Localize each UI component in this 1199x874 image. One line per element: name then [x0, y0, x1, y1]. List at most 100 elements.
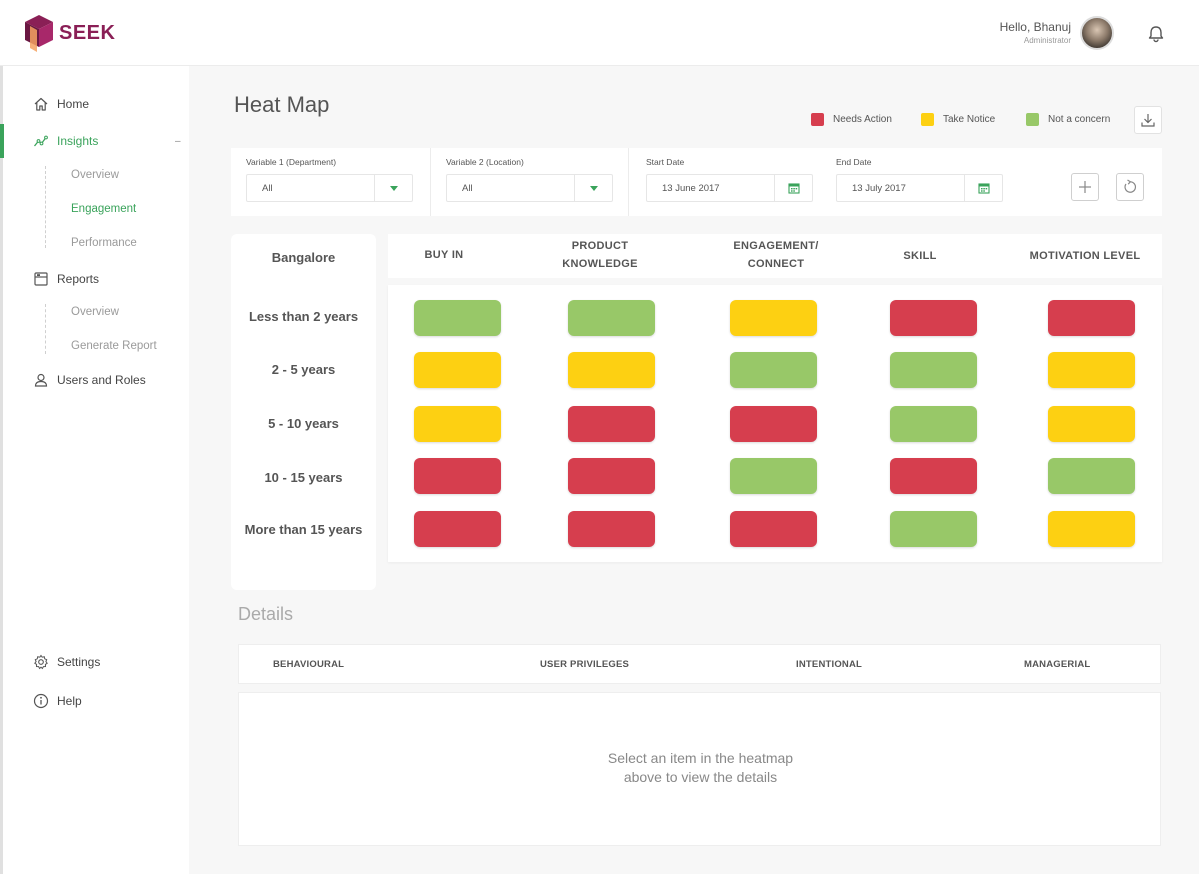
heatmap-cell-green[interactable] — [568, 300, 655, 336]
details-tabs: BEHAVIOURAL USER PRIVILEGES INTENTIONAL … — [238, 644, 1161, 684]
row-label: 2 - 5 years — [271, 362, 336, 377]
heatmap-cell-yellow[interactable] — [414, 352, 501, 388]
info-icon — [33, 693, 49, 709]
insights-icon — [33, 135, 48, 147]
sidebar-subitem-engagement[interactable]: Engagement — [71, 203, 137, 215]
column-header-skill: SKILL — [860, 247, 980, 265]
legend-swatch — [811, 113, 824, 126]
variable1-select[interactable]: All — [246, 174, 413, 202]
sidebar-item-reports[interactable]: Reports — [33, 271, 99, 287]
heatmap-cell-yellow[interactable] — [568, 352, 655, 388]
sidebar-item-users-roles[interactable]: Users and Roles — [33, 372, 146, 388]
sidebar-item-label: Insights — [57, 134, 99, 148]
variable2-select[interactable]: All — [446, 174, 613, 202]
heatmap-cell-red[interactable] — [890, 300, 977, 336]
heatmap-cell-red[interactable] — [568, 511, 655, 547]
heatmap-cell-yellow[interactable] — [1048, 352, 1135, 388]
legend-not-a-concern: Not a concern — [1026, 113, 1110, 126]
variable1-label: Variable 1 (Department) — [246, 157, 337, 167]
variable2-label: Variable 2 (Location) — [446, 157, 524, 167]
sidebar-item-insights[interactable]: Insights — [33, 133, 98, 149]
sidebar-item-label: Settings — [57, 655, 101, 669]
heatmap-cell-yellow[interactable] — [1048, 511, 1135, 547]
avatar[interactable] — [1080, 16, 1114, 50]
heatmap-cell-green[interactable] — [890, 511, 977, 547]
heatmap-cell-red[interactable] — [414, 458, 501, 494]
user-info[interactable]: Hello, Bhanuj Administrator — [1000, 20, 1071, 45]
start-date-input[interactable]: 13 June 2017 — [646, 174, 813, 202]
sidebar-item-settings[interactable]: Settings — [33, 654, 100, 670]
calendar-icon — [977, 183, 990, 194]
end-date-input[interactable]: 13 July 2017 — [836, 174, 1003, 202]
filter-bar: Variable 1 (Department) All Variable 2 (… — [231, 148, 1162, 216]
heatmap-cell-green[interactable] — [730, 458, 817, 494]
heatmap-cell-yellow[interactable] — [1048, 406, 1135, 442]
column-header-text: BUY IN — [424, 249, 464, 261]
reports-icon — [34, 272, 48, 286]
heatmap-cell-yellow[interactable] — [730, 300, 817, 336]
row-label: 5 - 10 years — [268, 416, 339, 431]
calendar-button[interactable] — [964, 175, 1002, 201]
heatmap-cell-red[interactable] — [414, 511, 501, 547]
sidebar-item-help[interactable]: Help — [33, 693, 82, 709]
legend-label: Take Notice — [943, 114, 996, 125]
column-header-product-knowledge: PRODUCT KNOWLEDGE — [540, 237, 660, 273]
heatmap-cell-red[interactable] — [568, 406, 655, 442]
row-labels-panel: Bangalore Less than 2 years 2 - 5 years … — [231, 234, 376, 590]
legend-swatch — [921, 113, 934, 126]
active-indicator — [0, 124, 4, 158]
user-role: Administrator — [1023, 36, 1071, 45]
select-value: All — [262, 183, 273, 194]
cube-logo-icon — [25, 15, 53, 52]
row-label: 10 - 15 years — [264, 470, 343, 485]
sidebar-subitem-performance[interactable]: Performance — [71, 237, 137, 249]
heatmap-cell-green[interactable] — [890, 406, 977, 442]
chevron-up-icon[interactable]: – — [175, 136, 181, 147]
logo[interactable]: SEEK — [24, 14, 115, 52]
sidebar-subitem-overview[interactable]: Overview — [71, 169, 119, 181]
row-label: Less than 2 years — [248, 309, 359, 324]
sidebar-item-home[interactable]: Home — [33, 96, 89, 112]
subnav-line — [45, 304, 46, 354]
heatmap-cell-red[interactable] — [890, 458, 977, 494]
divider — [628, 148, 629, 216]
calendar-button[interactable] — [774, 175, 812, 201]
add-button[interactable] — [1071, 173, 1099, 201]
heatmap-cell-green[interactable] — [1048, 458, 1135, 494]
sidebar-item-label: Users and Roles — [57, 373, 146, 387]
row-label: More than 15 years — [244, 522, 363, 537]
dropdown-arrow[interactable] — [574, 175, 612, 201]
heatmap-cell-red[interactable] — [1048, 300, 1135, 336]
tab-managerial[interactable]: MANAGERIAL — [1024, 659, 1091, 670]
message-line: above to view the details — [623, 769, 778, 785]
heatmap-cell-red[interactable] — [730, 511, 817, 547]
details-panel: Select an item in the heatmap above to v… — [238, 692, 1161, 846]
divider — [430, 148, 431, 216]
gear-icon — [34, 654, 48, 670]
column-header-buy-in: BUY IN — [388, 246, 500, 264]
heatmap-cell-red[interactable] — [730, 406, 817, 442]
reset-button[interactable] — [1116, 173, 1144, 201]
tab-user-privileges[interactable]: USER PRIVILEGES — [540, 659, 630, 670]
user-icon — [34, 373, 48, 387]
sidebar-item-label: Help — [57, 694, 82, 708]
sidebar-subitem-reports-overview[interactable]: Overview — [71, 306, 119, 318]
download-button[interactable] — [1134, 106, 1162, 134]
caret-down-icon — [389, 185, 398, 191]
dropdown-arrow[interactable] — [374, 175, 412, 201]
sidebar-subitem-generate-report[interactable]: Generate Report — [71, 340, 157, 352]
bell-icon[interactable] — [1146, 24, 1166, 44]
end-date-label: End Date — [836, 157, 872, 167]
tab-intentional[interactable]: INTENTIONAL — [796, 659, 863, 670]
heatmap-cell-green[interactable] — [890, 352, 977, 388]
heatmap-cell-green[interactable] — [414, 300, 501, 336]
column-header-motivation: MOTIVATION LEVEL — [1018, 247, 1152, 265]
details-title: Details — [238, 604, 294, 624]
tab-behavioural[interactable]: BEHAVIOURAL — [273, 659, 345, 670]
top-header: SEEK Hello, Bhanuj Administrator — [0, 0, 1199, 66]
heatmap-cell-green[interactable] — [730, 352, 817, 388]
heatmap-cell-yellow[interactable] — [414, 406, 501, 442]
date-value: 13 July 2017 — [852, 183, 906, 194]
heatmap-cell-red[interactable] — [568, 458, 655, 494]
location-title: Bangalore — [271, 250, 336, 265]
